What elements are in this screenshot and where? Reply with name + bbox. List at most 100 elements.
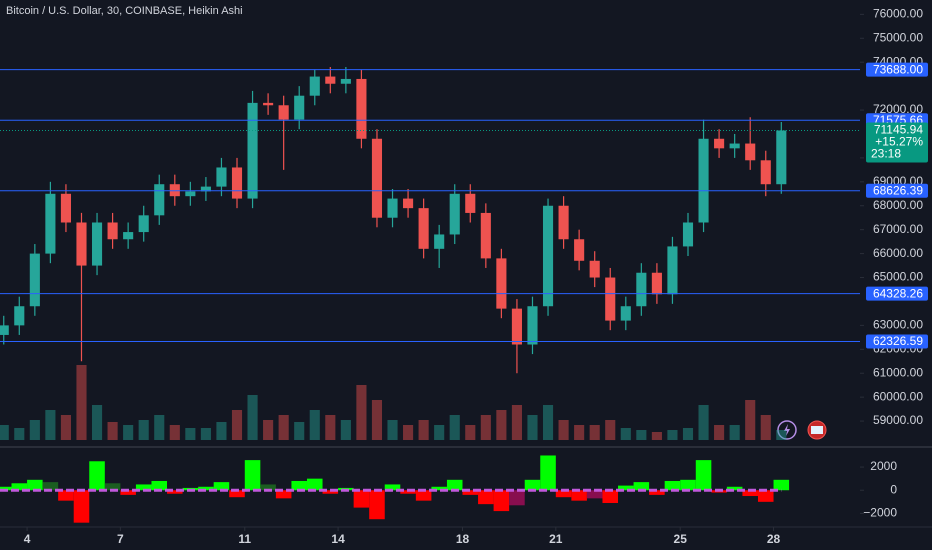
volume-bar <box>169 425 180 440</box>
oscillator-bar <box>167 490 183 494</box>
x-tick-label: 14 <box>331 532 345 546</box>
oscillator-bar <box>291 480 307 491</box>
volume-bar <box>449 415 460 440</box>
candle-body <box>667 246 678 295</box>
oscillator-bar <box>73 490 90 523</box>
candle-body <box>60 193 71 223</box>
level-label: 64328.26 <box>873 286 923 300</box>
y-tick-label: 72000.00 <box>873 102 923 116</box>
candle-body <box>542 205 554 307</box>
candle-body <box>76 222 87 266</box>
oscillator-bar <box>618 485 634 491</box>
level-label: 68626.39 <box>873 183 923 197</box>
level-label-box <box>866 62 928 77</box>
candle-body <box>511 308 522 345</box>
oscillator-bar <box>649 490 665 495</box>
candle-body <box>387 198 398 218</box>
oscillator-bar <box>415 490 432 501</box>
volume-bar <box>107 422 118 440</box>
candle-body <box>465 193 476 213</box>
y-tick-label: 67000.00 <box>873 222 923 236</box>
event-icon[interactable] <box>777 420 797 440</box>
volume-bar <box>605 420 616 440</box>
y-tick-label: 63000.00 <box>873 318 923 332</box>
y-tick-label: 68000.00 <box>873 198 923 212</box>
oscillator-bar <box>120 490 136 495</box>
candle-body <box>0 325 9 335</box>
x-tick-label: 21 <box>549 532 563 546</box>
candle-body <box>620 306 631 321</box>
x-tick-label: 18 <box>456 532 470 546</box>
volume-bar <box>216 422 227 440</box>
volume-bar <box>698 405 709 440</box>
x-tick-label: 25 <box>674 532 688 546</box>
volume-bar <box>527 415 538 440</box>
oscillator-bar <box>540 455 556 491</box>
candle-body <box>356 78 367 139</box>
candle-body <box>107 222 118 240</box>
oscillator-bar <box>431 486 447 491</box>
volume-bar <box>480 415 491 440</box>
volume-bar <box>651 432 662 440</box>
volume-bar <box>729 425 740 440</box>
candle-body <box>698 138 709 223</box>
volume-bar <box>91 405 103 440</box>
volume-bar <box>60 415 71 440</box>
volume-bar <box>403 425 414 440</box>
oscillator-bar <box>602 490 619 503</box>
oscillator-bar <box>27 479 43 491</box>
volume-bar <box>558 420 569 440</box>
volume-bar <box>325 415 336 440</box>
volume-bar <box>542 405 554 440</box>
last-price-box <box>866 122 928 163</box>
candle-body <box>29 253 40 307</box>
candle-body <box>91 222 103 266</box>
oscillator-bar <box>0 486 12 491</box>
volume-bar <box>776 430 787 440</box>
candle-body <box>714 138 725 149</box>
volume-bar <box>371 400 383 440</box>
oscillator-bar <box>104 483 121 491</box>
oscillator-bar <box>244 460 261 491</box>
flag-shape <box>811 426 823 434</box>
level-label: 73688.00 <box>873 62 923 76</box>
oscillator-bar <box>353 490 370 508</box>
y2-tick-label: 0 <box>890 482 897 496</box>
volume-bar <box>465 425 476 440</box>
candle-body <box>138 215 149 233</box>
candle-body <box>745 143 756 161</box>
y-tick-label: 76000.00 <box>873 7 923 21</box>
oscillator-bar <box>58 490 74 501</box>
volume-bar <box>356 385 367 440</box>
oscillator-bar <box>509 490 525 506</box>
volume-bar <box>278 415 289 440</box>
oscillator-bar <box>260 484 276 491</box>
candle-body <box>154 184 165 216</box>
oscillator-bar <box>773 479 790 491</box>
oscillator-bar <box>742 490 758 497</box>
candle-body <box>169 184 180 197</box>
candle-body <box>682 222 694 247</box>
level-label: 62326.59 <box>873 334 923 348</box>
oscillator-bar <box>726 486 743 491</box>
last-price-label: 71145.94 <box>874 123 923 137</box>
candle-body <box>527 306 538 345</box>
oscillator-bar <box>586 490 603 499</box>
y-tick-label: 59000.00 <box>873 413 923 427</box>
oscillator-bar <box>42 482 59 491</box>
volume-bar <box>29 420 40 440</box>
x-tick-label: 11 <box>238 532 251 546</box>
candle-body <box>449 193 460 235</box>
oscillator-bar <box>680 479 696 491</box>
x-tick-label: 7 <box>117 532 124 546</box>
candle-body <box>589 260 600 278</box>
candle-body <box>325 76 336 84</box>
volume-bar <box>340 420 351 440</box>
candle-body <box>434 234 445 249</box>
candle-body <box>185 191 196 197</box>
last-price-change: +15.27% <box>875 135 923 149</box>
oscillator-bar <box>493 490 510 512</box>
volume-bar <box>247 395 258 440</box>
